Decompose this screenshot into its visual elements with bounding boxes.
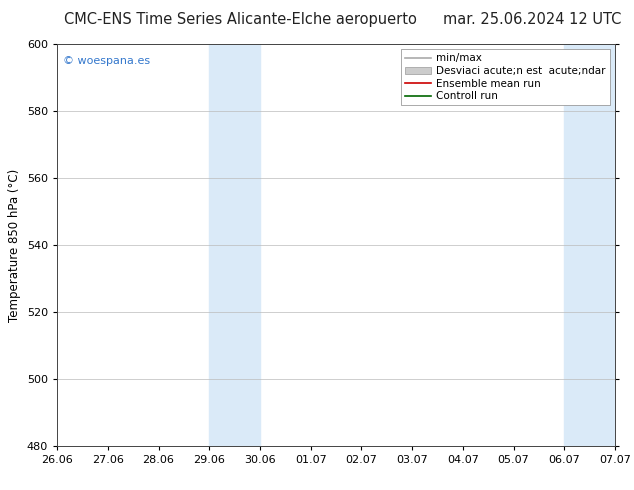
Text: CMC-ENS Time Series Alicante-Elche aeropuerto: CMC-ENS Time Series Alicante-Elche aerop…	[65, 12, 417, 27]
Bar	[590, 44, 615, 446]
Legend: min/max, Desviaci acute;n est  acute;ndar, Ensemble mean run, Controll run: min/max, Desviaci acute;n est acute;ndar…	[401, 49, 610, 105]
Y-axis label: Temperature 850 hPa (°C): Temperature 850 hPa (°C)	[8, 169, 21, 321]
Text: mar. 25.06.2024 12 UTC: mar. 25.06.2024 12 UTC	[443, 12, 621, 27]
Bar	[209, 44, 235, 446]
Text: © woespana.es: © woespana.es	[63, 56, 150, 66]
Bar	[235, 44, 260, 446]
Bar	[564, 44, 590, 446]
